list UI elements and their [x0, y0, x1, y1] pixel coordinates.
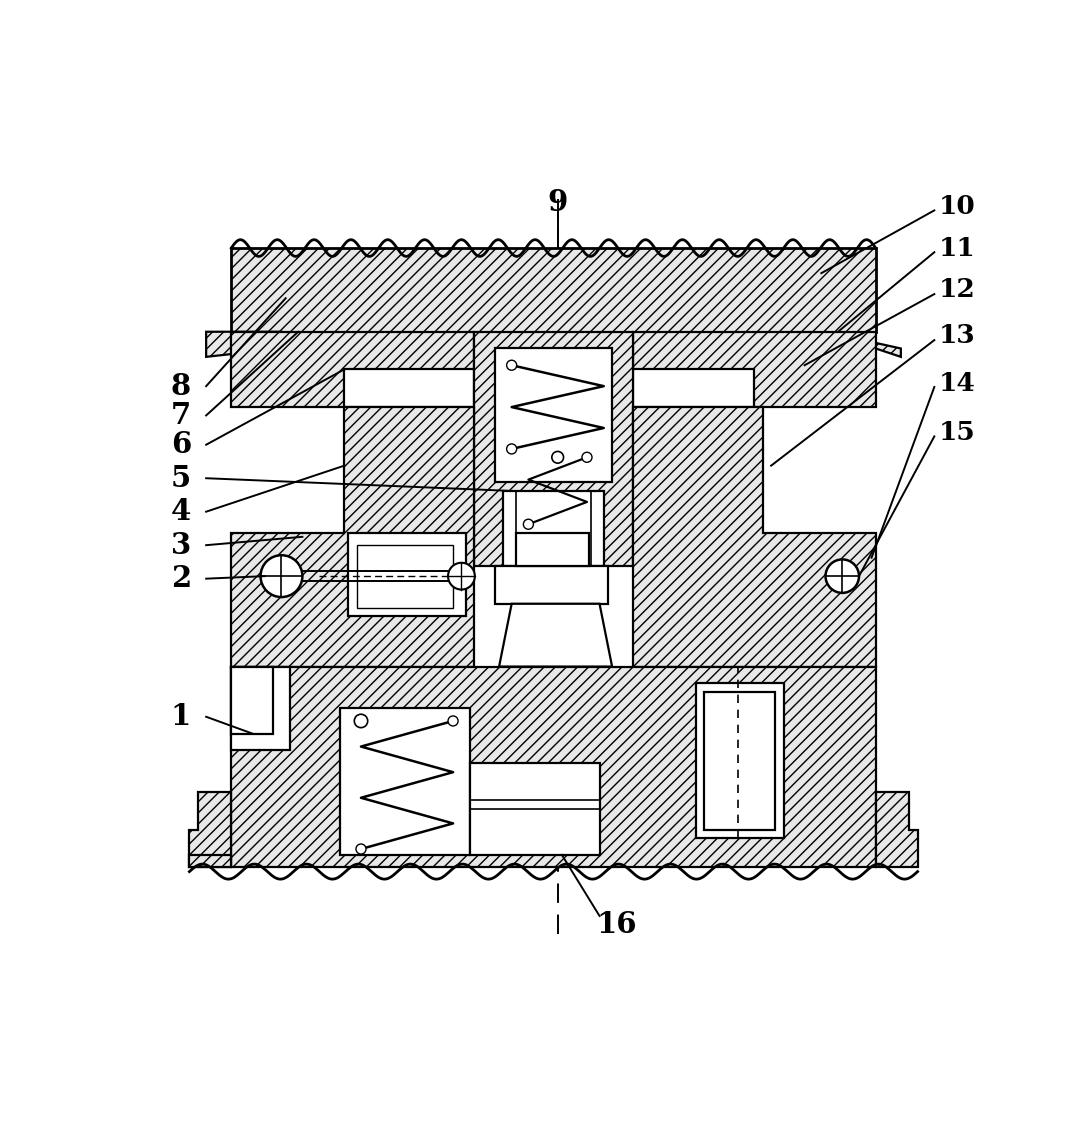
Polygon shape	[189, 855, 231, 868]
Polygon shape	[474, 332, 633, 566]
Circle shape	[354, 714, 367, 728]
Text: 8: 8	[171, 372, 191, 400]
Circle shape	[582, 452, 592, 462]
Polygon shape	[633, 332, 876, 407]
Polygon shape	[704, 692, 775, 830]
Text: 3: 3	[171, 530, 191, 559]
Circle shape	[552, 452, 564, 463]
Polygon shape	[825, 332, 901, 356]
Circle shape	[825, 559, 859, 593]
Text: 7: 7	[171, 401, 191, 430]
Polygon shape	[231, 667, 273, 733]
Polygon shape	[206, 332, 282, 356]
Circle shape	[448, 563, 475, 590]
Polygon shape	[231, 332, 474, 407]
Circle shape	[448, 716, 458, 726]
Polygon shape	[696, 684, 784, 839]
Text: 14: 14	[939, 371, 975, 396]
Polygon shape	[876, 793, 918, 868]
Polygon shape	[340, 708, 470, 855]
Polygon shape	[495, 349, 612, 482]
Polygon shape	[231, 667, 289, 750]
Polygon shape	[503, 491, 604, 566]
Polygon shape	[231, 667, 876, 868]
Text: 2: 2	[171, 564, 191, 593]
Circle shape	[260, 555, 302, 597]
Polygon shape	[349, 532, 465, 617]
Text: 11: 11	[939, 235, 975, 260]
Circle shape	[507, 444, 516, 454]
Polygon shape	[516, 532, 590, 566]
Polygon shape	[633, 407, 876, 667]
Circle shape	[507, 360, 516, 370]
Text: 4: 4	[171, 498, 191, 526]
Text: 15: 15	[939, 419, 975, 445]
Text: 1: 1	[171, 702, 191, 731]
Text: 5: 5	[171, 464, 191, 493]
Polygon shape	[524, 667, 581, 767]
Polygon shape	[231, 248, 876, 332]
Polygon shape	[470, 762, 599, 855]
Text: 16: 16	[596, 910, 636, 939]
Polygon shape	[231, 407, 474, 667]
Circle shape	[524, 519, 534, 529]
Circle shape	[356, 844, 366, 854]
Polygon shape	[633, 370, 754, 407]
Text: 6: 6	[171, 430, 191, 460]
Text: 12: 12	[939, 277, 975, 303]
Polygon shape	[356, 545, 454, 608]
Polygon shape	[499, 604, 612, 667]
Polygon shape	[495, 566, 608, 604]
Text: 10: 10	[939, 194, 975, 219]
Text: 9: 9	[548, 187, 568, 216]
Polygon shape	[345, 370, 474, 407]
Polygon shape	[189, 793, 231, 868]
Text: 13: 13	[939, 324, 975, 349]
